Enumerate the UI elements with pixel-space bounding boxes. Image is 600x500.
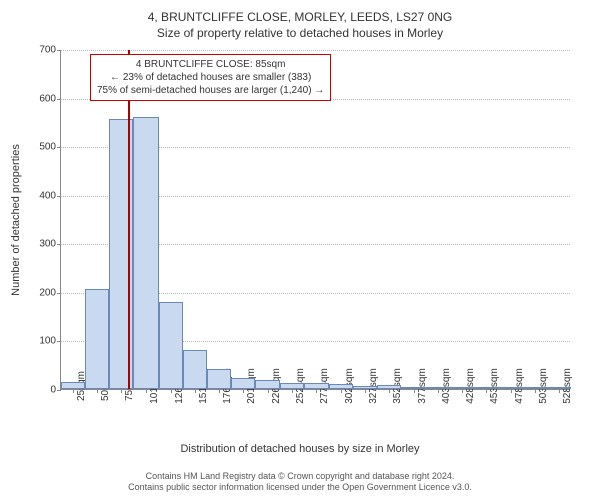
x-tick-mark [219, 389, 220, 393]
chart-container: 4, BRUNTCLIFFE CLOSE, MORLEY, LEEDS, LS2… [0, 0, 600, 500]
x-tick-mark [535, 389, 536, 393]
histogram-bar [426, 387, 450, 389]
histogram-bar [353, 386, 377, 389]
histogram-bar [109, 119, 133, 389]
credits-line2: Contains public sector information licen… [0, 482, 600, 494]
x-tick-mark [365, 389, 366, 393]
histogram-bar [255, 380, 280, 389]
x-tick-mark [268, 389, 269, 393]
y-tick-label: 200 [26, 287, 56, 298]
histogram-bar [499, 387, 523, 389]
x-tick-mark [171, 389, 172, 393]
histogram-bar [474, 387, 498, 389]
histogram-bar [159, 302, 183, 389]
x-tick-mark [121, 389, 122, 393]
annotation-line1: 4 BRUNTCLIFFE CLOSE: 85sqm [97, 58, 324, 71]
chart-title-main: 4, BRUNTCLIFFE CLOSE, MORLEY, LEEDS, LS2… [0, 0, 600, 24]
histogram-bar [207, 369, 231, 389]
x-tick-mark [73, 389, 74, 393]
histogram-bar [280, 383, 304, 389]
credits: Contains HM Land Registry data © Crown c… [0, 471, 600, 494]
y-tick-label: 600 [26, 93, 56, 104]
y-axis-label: Number of detached properties [10, 144, 22, 296]
x-tick-mark [316, 389, 317, 393]
x-tick-mark [438, 389, 439, 393]
x-tick-label: 528sqm [562, 368, 573, 404]
y-tick-label: 500 [26, 142, 56, 153]
x-tick-label: 377sqm [417, 368, 428, 404]
y-tick-label: 300 [26, 239, 56, 250]
annotation-line2: ← 23% of detached houses are smaller (38… [97, 71, 324, 84]
grid-line [61, 50, 570, 51]
x-tick-mark [389, 389, 390, 393]
y-tick-label: 400 [26, 190, 56, 201]
histogram-bar [133, 117, 158, 389]
histogram-bar [450, 387, 474, 389]
plot-area: 010020030040050060070025sqm50sqm75sqm101… [60, 50, 570, 390]
x-tick-mark [486, 389, 487, 393]
x-tick-mark [414, 389, 415, 393]
x-tick-label: 428sqm [465, 368, 476, 404]
x-tick-label: 403sqm [441, 368, 452, 404]
annotation-line3: 75% of semi-detached houses are larger (… [97, 84, 324, 97]
histogram-bar [304, 383, 328, 389]
histogram-bar [547, 387, 571, 389]
histogram-bar [183, 350, 207, 389]
credits-line1: Contains HM Land Registry data © Crown c… [0, 471, 600, 483]
x-tick-mark [559, 389, 560, 393]
histogram-bar [523, 387, 547, 389]
x-tick-mark [462, 389, 463, 393]
histogram-bar [401, 387, 426, 389]
x-tick-mark [146, 389, 147, 393]
y-tick-mark [57, 390, 61, 391]
x-tick-mark [341, 389, 342, 393]
x-tick-label: 453sqm [489, 368, 500, 404]
x-axis-label: Distribution of detached houses by size … [0, 443, 600, 455]
x-tick-mark [243, 389, 244, 393]
histogram-bar [377, 385, 401, 389]
x-tick-mark [97, 389, 98, 393]
x-tick-label: 503sqm [538, 368, 549, 404]
x-tick-mark [292, 389, 293, 393]
y-tick-label: 700 [26, 45, 56, 56]
annotation-box: 4 BRUNTCLIFFE CLOSE: 85sqm ← 23% of deta… [90, 54, 331, 101]
histogram-bar [85, 289, 109, 389]
histogram-bar [61, 382, 85, 389]
y-tick-label: 100 [26, 336, 56, 347]
histogram-bar [329, 384, 353, 389]
histogram-bar [231, 378, 255, 389]
y-tick-label: 0 [26, 385, 56, 396]
x-tick-mark [511, 389, 512, 393]
chart-title-sub: Size of property relative to detached ho… [0, 24, 600, 40]
x-tick-mark [195, 389, 196, 393]
x-tick-label: 478sqm [514, 368, 525, 404]
